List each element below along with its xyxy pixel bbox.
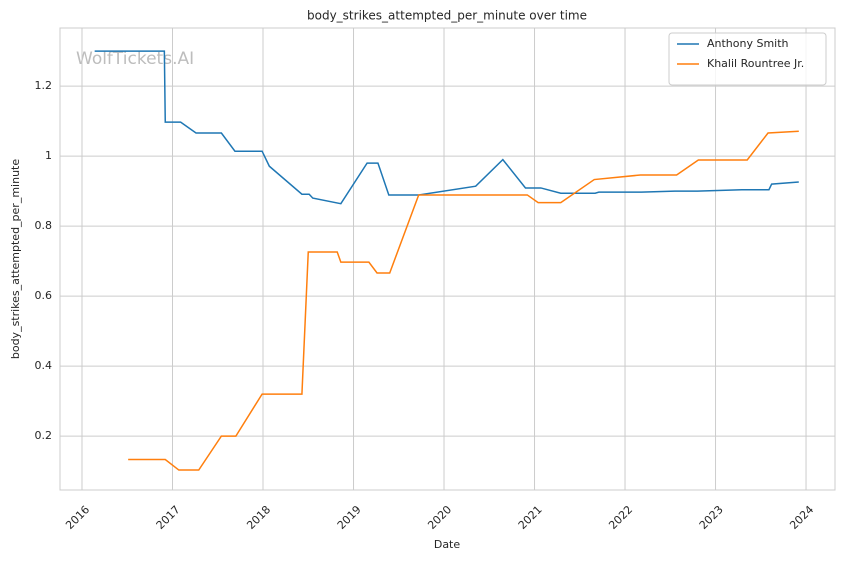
x-tick-label: 2020 bbox=[425, 503, 454, 532]
x-tick-label: 2019 bbox=[335, 503, 364, 532]
x-tick-label: 2017 bbox=[154, 503, 183, 532]
legend: Anthony Smith Khalil Rountree Jr. bbox=[668, 32, 827, 86]
legend-label: Anthony Smith bbox=[707, 37, 789, 50]
y-axis-label: body_strikes_attempted_per_minute bbox=[9, 159, 22, 359]
plot-area bbox=[59, 27, 836, 491]
x-tick-label: 2024 bbox=[787, 503, 816, 532]
y-tick-label: 0.8 bbox=[35, 219, 53, 232]
y-tick-label: 0.2 bbox=[35, 429, 53, 442]
y-tick-label: 1.2 bbox=[35, 79, 53, 92]
y-tick-label: 1 bbox=[45, 149, 52, 162]
legend-box bbox=[668, 32, 827, 86]
legend-label: Khalil Rountree Jr. bbox=[707, 57, 804, 70]
line-series bbox=[128, 130, 799, 471]
x-tick-label: 2023 bbox=[697, 503, 726, 532]
y-tick-label: 0.6 bbox=[35, 289, 53, 302]
x-tick-label: 2016 bbox=[63, 503, 92, 532]
chart-title: body_strikes_attempted_per_minute over t… bbox=[307, 9, 587, 23]
x-tick-label: 2022 bbox=[606, 503, 635, 532]
y-tick-label: 0.4 bbox=[35, 359, 53, 372]
line-series bbox=[94, 50, 799, 205]
x-tick-label: 2021 bbox=[516, 503, 545, 532]
watermark: WolfTickets.AI bbox=[76, 49, 194, 69]
x-tick-label: 2018 bbox=[244, 503, 273, 532]
x-axis-label: Date bbox=[434, 538, 461, 551]
